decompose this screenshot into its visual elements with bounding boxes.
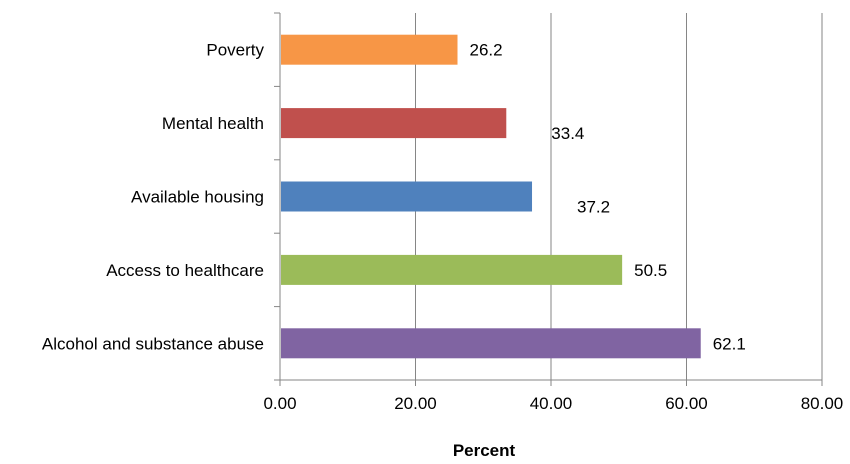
bar: [281, 108, 507, 139]
bars: [281, 34, 701, 359]
data-label: 50.5: [634, 261, 667, 280]
x-tick-label: 80.00: [801, 394, 844, 413]
category-label: Access to healthcare: [106, 261, 264, 280]
bar: [281, 328, 701, 359]
x-tick-label: 60.00: [665, 394, 708, 413]
bar: [281, 254, 623, 285]
x-tick-label: 40.00: [530, 394, 573, 413]
x-axis-title: Percent: [453, 441, 516, 459]
category-label: Alcohol and substance abuse: [42, 334, 264, 353]
category-label: Mental health: [162, 114, 264, 133]
labels: 0.00 20.00 40.00 60.00 80.00 Poverty 26.2 Menta…: [42, 41, 843, 413]
data-label: 62.1: [713, 334, 746, 353]
category-label: Poverty: [206, 41, 264, 60]
axes: [274, 12, 823, 386]
bar: [281, 34, 458, 65]
data-label: 33.4: [551, 124, 584, 143]
x-tick-label: 20.00: [394, 394, 437, 413]
data-label: 26.2: [470, 41, 503, 60]
data-label: 37.2: [577, 198, 610, 217]
bar: [281, 181, 533, 212]
x-tick-label: 0.00: [263, 394, 296, 413]
category-label: Available housing: [131, 188, 264, 207]
